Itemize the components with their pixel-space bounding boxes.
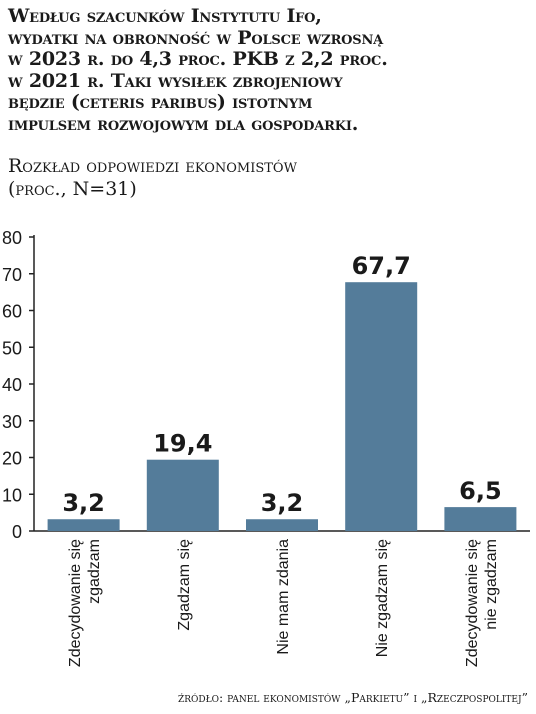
bar-value-label: 19,4 (153, 430, 212, 458)
y-tick-label: 40 (2, 375, 22, 395)
source-note: źródło: panel ekonomistów „Parkietu” i „… (177, 690, 528, 705)
category-label-line: Zgadzam się (176, 539, 193, 631)
bar (444, 507, 517, 531)
y-tick-label: 70 (2, 265, 22, 285)
y-tick-label: 30 (2, 412, 22, 432)
title-line: w 2023 r. do 4,3 proc. PKB z 2,2 proc. (8, 48, 388, 70)
y-tick-label: 0 (12, 522, 22, 542)
y-tick-label: 20 (2, 449, 22, 469)
y-tick-label: 50 (2, 338, 22, 358)
category-label-line: Zdecydowanie się (464, 539, 481, 667)
bar-value-label: 3,2 (261, 489, 304, 517)
category-label-line: Nie zgadzam się (374, 539, 391, 657)
category-label-line: Zdecydowanie się (67, 539, 84, 667)
y-tick-label: 10 (2, 485, 22, 505)
category-label: Nie zgadzam się (374, 539, 391, 657)
bar-value-label: 67,7 (352, 252, 411, 280)
chart-subtitle: Rozkład odpowiedzi ekonomistów (proc., N… (8, 155, 532, 201)
bar (146, 459, 219, 531)
category-label: Zdecydowanie się nie zgadzam (464, 539, 500, 667)
category-label-line: nie zgadzam (483, 539, 500, 630)
bar (47, 519, 120, 531)
title-line: w 2021 r. Taki wysiłek zbrojeniowy (8, 69, 343, 92)
subtitle-line: (proc., N=31) (8, 178, 137, 200)
chart-title: Według szacunków Instytutu Ifo, wydatki … (8, 5, 532, 135)
category-label-line: Nie mam zdania (275, 539, 292, 655)
bar-value-label: 6,5 (459, 477, 502, 505)
bar (345, 282, 418, 531)
bar (246, 519, 318, 531)
title-line: impulsem rozwojowym dla gospodarki. (8, 112, 359, 135)
category-label-line: zgadzam (86, 539, 103, 604)
y-tick-label: 80 (2, 228, 22, 248)
title-line: wydatki na obronność w Polsce wzrosną (8, 26, 384, 49)
category-label: Nie mam zdania (275, 539, 292, 655)
category-label: Zdecydowanie się zgadzam (67, 539, 103, 667)
subtitle-line: Rozkład odpowiedzi ekonomistów (8, 155, 297, 177)
y-tick-label: 60 (2, 302, 22, 322)
title-line: Według szacunków Instytutu Ifo, (8, 5, 322, 27)
category-label: Zgadzam się (176, 539, 193, 631)
title-line: będzie (ceteris paribus) istotnym (8, 91, 313, 113)
bar-value-label: 3,2 (62, 489, 105, 517)
